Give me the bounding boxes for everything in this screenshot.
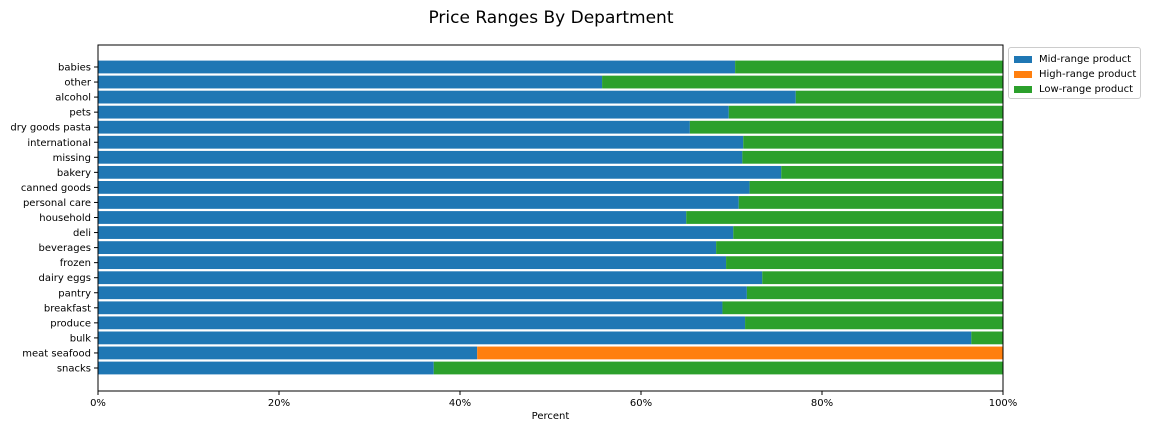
x-tick-label: 80% [811,398,833,409]
bar-alcohol-series-0 [98,90,796,104]
x-axis-ticks: 0% 20% 40% 60% 80% 100% [90,391,1017,409]
bar-frozen-series-2 [726,256,1003,270]
bar-dry-goods-pasta-series-2 [689,120,1003,134]
y-tick-label: snacks [57,364,91,375]
bar-household-series-0 [98,211,687,224]
legend-item: High-range product [1009,67,1140,82]
bar-international-series-0 [98,135,744,149]
y-tick-label: beverages [38,243,91,254]
bar-bulk-series-0 [98,331,972,345]
bar-alcohol-series-2 [795,90,1003,104]
bar-bakery-series-2 [781,165,1003,179]
bar-meat-seafood-series-1 [477,346,1003,360]
legend-item: Mid-range product [1009,52,1140,67]
bar-deli-series-0 [98,226,734,239]
y-tick-label: international [27,138,91,149]
bar-beverages-series-2 [716,241,1003,254]
x-tick-label: 100% [989,398,1018,409]
y-tick-label: frozen [60,258,91,269]
y-tick-label: bulk [70,333,91,344]
y-tick-label: breakfast [44,303,91,314]
x-tick-label: 0% [90,398,106,409]
x-tick-label: 60% [630,398,652,409]
y-tick-label: babies [58,63,91,74]
legend-swatch [1014,86,1032,93]
bar-other-series-2 [602,75,1003,89]
y-tick-label: missing [53,153,91,164]
bar-personal-care-series-2 [738,196,1003,209]
y-tick-label: deli [73,228,91,239]
bar-breakfast-series-0 [98,301,723,315]
y-tick-label: alcohol [55,93,91,104]
bar-produce-series-0 [98,316,746,330]
bar-breakfast-series-2 [722,301,1003,315]
bar-pantry-series-2 [746,286,1003,300]
y-tick-label: personal care [23,198,91,209]
x-axis-label: Percent [532,411,570,422]
bar-missing-series-2 [742,150,1003,164]
bar-dry-goods-pasta-series-0 [98,120,690,134]
bar-produce-series-2 [745,316,1003,330]
plot-frame [97,44,1004,392]
legend-swatch [1014,56,1032,63]
y-tick-label: dairy eggs [38,273,91,284]
bar-other-series-0 [98,75,603,89]
chart-legend: Mid-range product High-range product Low-r… [1008,47,1141,99]
legend-item: Low-range product [1009,82,1140,97]
bar-international-series-2 [743,135,1003,149]
y-tick-label: household [39,213,91,224]
y-tick-label: produce [50,318,91,329]
bar-household-series-2 [686,211,1003,224]
bar-babies-series-2 [735,60,1003,74]
bar-snacks-series-0 [98,361,434,375]
y-tick-label: bakery [57,168,91,179]
y-tick-label: dry goods pasta [10,123,91,134]
bar-bakery-series-0 [98,165,782,179]
bar-babies-series-0 [98,60,736,74]
x-tick-label: 40% [449,398,471,409]
bar-beverages-series-0 [98,241,717,254]
y-tick-label: meat seafood [22,348,91,359]
bar-meat-seafood-series-0 [98,346,478,360]
legend-label: High-range product [1039,69,1137,80]
bar-bulk-series-2 [971,331,1003,345]
bar-frozen-series-0 [98,256,727,270]
x-tick-label: 20% [268,398,290,409]
bars-group [98,60,1003,375]
bar-pantry-series-0 [98,286,747,300]
bar-dairy-eggs-series-2 [762,271,1003,285]
legend-label: Low-range product [1039,84,1134,95]
bar-snacks-series-2 [433,361,1003,375]
legend-swatch [1014,71,1032,78]
bar-personal-care-series-0 [98,196,739,209]
bar-missing-series-0 [98,150,743,164]
y-tick-label: other [64,78,92,89]
bar-pets-series-2 [728,105,1003,119]
bar-canned-goods-series-0 [98,181,750,194]
y-tick-label: canned goods [21,183,91,194]
chart-title: Price Ranges By Department [428,8,674,28]
y-tick-label: pantry [58,288,91,299]
y-tick-label: pets [69,108,91,119]
y-axis-ticks: babies other alcohol pets dry goods pasta int… [10,63,98,375]
bar-pets-series-0 [98,105,729,119]
bar-canned-goods-series-2 [749,181,1003,194]
bar-deli-series-2 [733,226,1003,239]
bar-dairy-eggs-series-0 [98,271,763,285]
legend-label: Mid-range product [1039,54,1132,65]
